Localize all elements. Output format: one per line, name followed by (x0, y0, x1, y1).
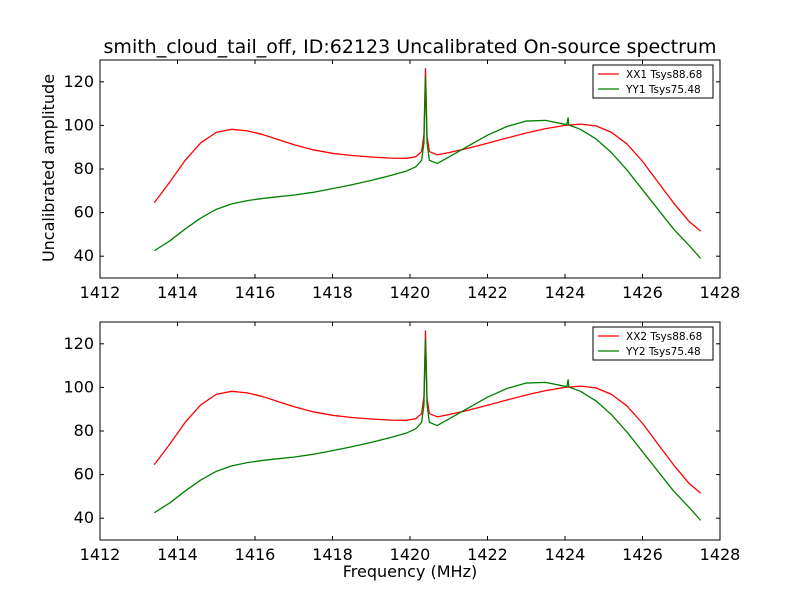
x-tick-label: 1422 (467, 283, 508, 302)
figure-title: smith_cloud_tail_off, ID:62123 Uncalibra… (104, 36, 717, 58)
series-line-yy (153, 76, 702, 259)
x-tick-label: 1424 (545, 545, 586, 564)
x-tick-label: 1424 (545, 283, 586, 302)
bottom-spectrum-panel: 1412 1414 1416 1418 1420 1422 1424 1426 1428 40 60… (63, 321, 741, 564)
x-tick-label: 1414 (157, 545, 198, 564)
series-line-xx (153, 68, 702, 232)
x-tick-label: 1428 (700, 283, 741, 302)
x-tick-label: 1420 (390, 283, 431, 302)
x-tick-label: 1414 (157, 283, 198, 302)
legend-entry: YY2 Tsys75.48 (625, 346, 701, 358)
y-tick-label: 120 (63, 72, 94, 91)
series-line-yy (153, 338, 702, 521)
y-tick-label: 100 (63, 115, 94, 134)
x-tick-label: 1418 (312, 283, 353, 302)
y-tick-label: 80 (74, 159, 94, 178)
x-tick-label: 1416 (235, 283, 276, 302)
y-tick-label: 80 (74, 421, 94, 440)
x-tick-label: 1416 (235, 545, 276, 564)
y-axis-label: Uncalibrated amplitude (39, 74, 58, 262)
legend: XX2 Tsys88.68 YY2 Tsys75.48 (592, 326, 714, 361)
x-tick-label: 1422 (467, 545, 508, 564)
x-tick-label: 1412 (80, 545, 121, 564)
y-tick-label: 120 (63, 334, 94, 353)
legend-entry: YY1 Tsys75.48 (625, 84, 701, 96)
x-tick-label: 1412 (80, 283, 121, 302)
y-tick-label: 100 (63, 377, 94, 396)
x-tick-label: 1420 (390, 545, 431, 564)
legend-box (592, 64, 714, 99)
legend-entry: XX2 Tsys88.68 (626, 331, 702, 343)
y-tick-label: 60 (74, 465, 94, 484)
x-tick-label: 1428 (700, 545, 741, 564)
y-tick-label: 60 (74, 203, 94, 222)
y-tick-label: 40 (74, 508, 94, 527)
x-tick-label: 1426 (622, 283, 663, 302)
legend-box (592, 326, 714, 361)
top-spectrum-panel: 1412 1414 1416 1418 1420 1422 1424 1426 1428 40 60… (63, 59, 741, 302)
legend: XX1 Tsys88.68 YY1 Tsys75.48 (592, 64, 714, 99)
series-line-xx (153, 330, 702, 494)
x-tick-label: 1426 (622, 545, 663, 564)
x-axis-label: Frequency (MHz) (343, 562, 477, 581)
y-tick-label: 40 (74, 246, 94, 265)
x-tick-label: 1418 (312, 545, 353, 564)
legend-entry: XX1 Tsys88.68 (626, 69, 702, 81)
